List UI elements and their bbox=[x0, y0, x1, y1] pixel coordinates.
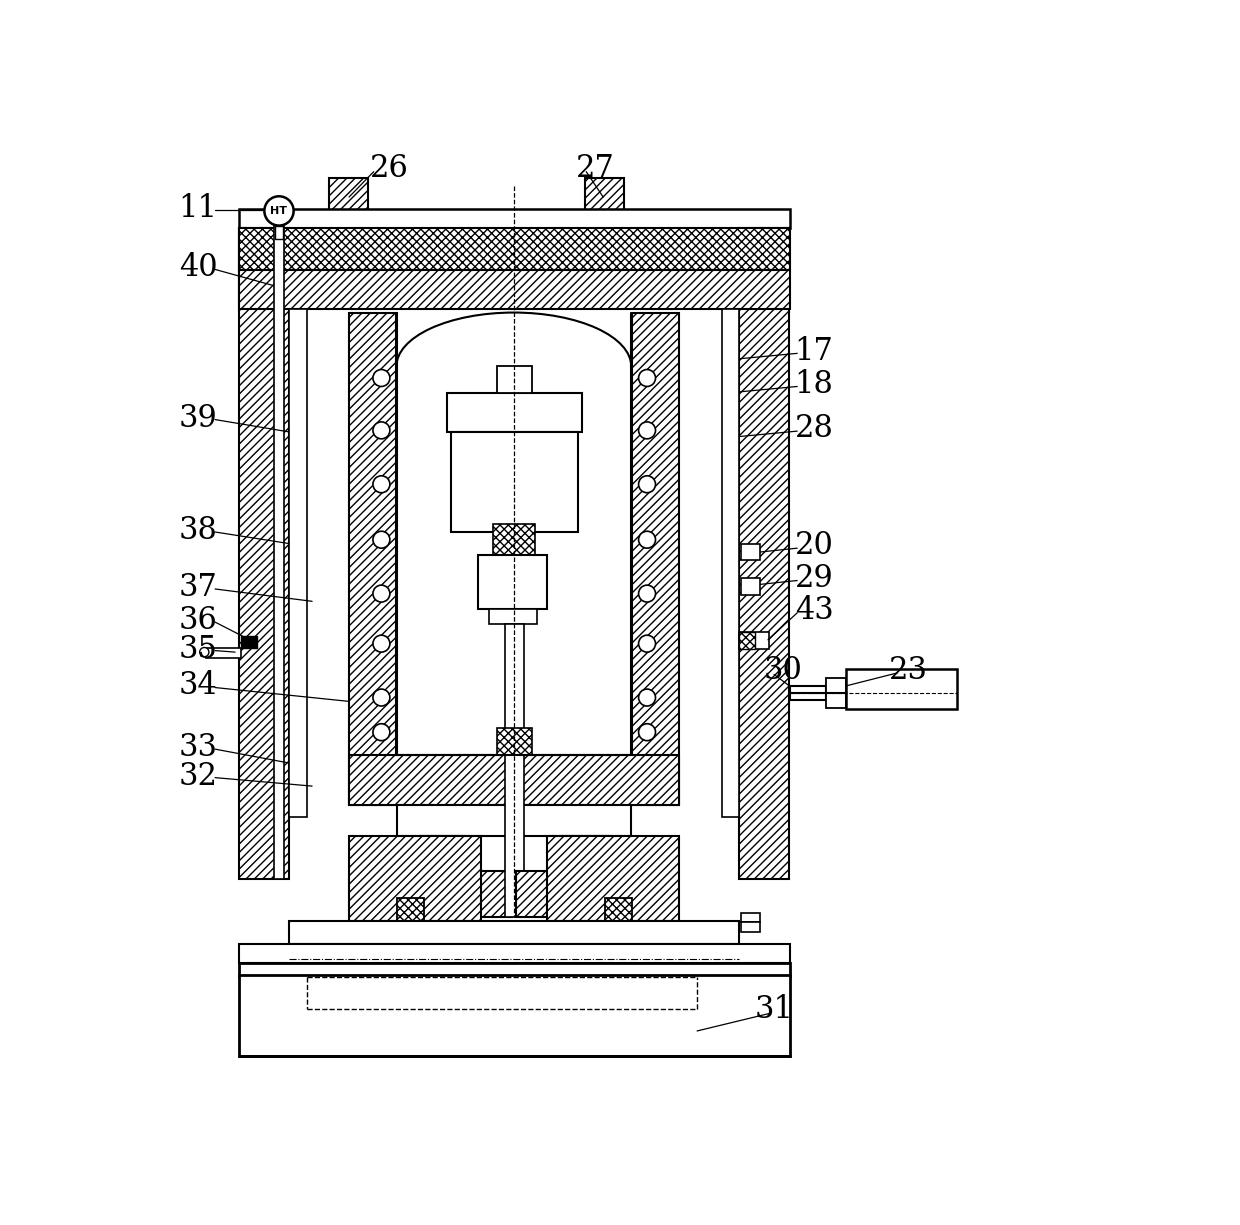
Bar bbox=[826, 679, 846, 708]
Bar bbox=[239, 271, 790, 309]
Circle shape bbox=[639, 475, 656, 492]
Text: 26: 26 bbox=[370, 153, 408, 184]
Text: 28: 28 bbox=[795, 413, 833, 445]
Bar bbox=[742, 578, 760, 595]
Circle shape bbox=[639, 370, 656, 386]
Circle shape bbox=[373, 532, 389, 548]
Bar bbox=[289, 309, 306, 817]
Bar bbox=[239, 208, 790, 228]
Circle shape bbox=[639, 421, 656, 439]
Bar bbox=[739, 632, 755, 649]
Text: 34: 34 bbox=[179, 670, 217, 702]
Bar bbox=[450, 432, 578, 532]
Circle shape bbox=[639, 724, 656, 741]
Bar bbox=[275, 225, 283, 239]
Text: 32: 32 bbox=[179, 761, 218, 791]
Bar bbox=[466, 871, 512, 918]
Circle shape bbox=[373, 475, 389, 492]
Text: 30: 30 bbox=[764, 655, 802, 686]
Text: 43: 43 bbox=[795, 595, 833, 626]
Bar bbox=[790, 686, 826, 699]
Text: 39: 39 bbox=[179, 403, 217, 434]
Bar bbox=[350, 756, 680, 805]
Bar bbox=[289, 921, 739, 944]
Circle shape bbox=[639, 586, 656, 601]
Bar bbox=[239, 944, 790, 963]
Circle shape bbox=[373, 724, 389, 741]
Bar bbox=[239, 975, 790, 1056]
Bar bbox=[239, 963, 790, 978]
Bar bbox=[497, 729, 532, 756]
Text: 18: 18 bbox=[795, 369, 833, 399]
Text: 20: 20 bbox=[795, 530, 833, 561]
Text: HT: HT bbox=[270, 206, 288, 216]
Bar bbox=[722, 309, 739, 817]
Bar bbox=[497, 366, 532, 393]
Bar bbox=[505, 625, 523, 736]
Text: 27: 27 bbox=[577, 153, 615, 184]
Text: 37: 37 bbox=[179, 572, 217, 603]
Bar bbox=[516, 871, 563, 918]
Bar bbox=[742, 922, 760, 932]
Bar bbox=[742, 544, 760, 561]
Circle shape bbox=[373, 690, 389, 706]
Bar bbox=[274, 224, 284, 878]
Bar bbox=[490, 609, 537, 625]
Circle shape bbox=[639, 636, 656, 652]
Circle shape bbox=[373, 370, 389, 386]
Circle shape bbox=[639, 532, 656, 548]
Bar bbox=[739, 228, 790, 878]
Circle shape bbox=[639, 690, 656, 706]
Bar bbox=[239, 228, 289, 878]
Bar bbox=[477, 555, 547, 609]
Text: 35: 35 bbox=[179, 633, 218, 664]
Circle shape bbox=[373, 421, 389, 439]
Text: 23: 23 bbox=[889, 655, 929, 686]
Bar bbox=[494, 524, 536, 555]
Text: 40: 40 bbox=[179, 252, 217, 283]
Text: 36: 36 bbox=[179, 605, 217, 636]
Bar bbox=[739, 632, 769, 649]
Bar bbox=[563, 837, 609, 918]
Bar bbox=[446, 393, 582, 432]
Circle shape bbox=[373, 636, 389, 652]
Bar bbox=[329, 178, 367, 211]
Bar bbox=[206, 648, 242, 658]
Text: 38: 38 bbox=[179, 514, 217, 546]
Bar bbox=[397, 898, 424, 925]
Text: 33: 33 bbox=[179, 733, 218, 763]
Bar bbox=[585, 178, 624, 211]
Circle shape bbox=[373, 586, 389, 601]
Bar bbox=[505, 756, 523, 918]
Bar bbox=[420, 837, 466, 918]
Bar bbox=[547, 837, 680, 921]
Bar bbox=[605, 898, 631, 925]
Text: 29: 29 bbox=[795, 562, 833, 594]
Bar bbox=[846, 669, 957, 709]
Bar bbox=[742, 913, 760, 922]
Bar bbox=[242, 636, 257, 648]
Bar bbox=[631, 312, 680, 805]
Text: 31: 31 bbox=[755, 993, 794, 1025]
Circle shape bbox=[200, 648, 208, 657]
Bar bbox=[239, 228, 790, 271]
Circle shape bbox=[264, 196, 294, 225]
Bar bbox=[350, 312, 397, 805]
Bar bbox=[397, 805, 631, 837]
Bar bbox=[350, 837, 481, 921]
Text: 11: 11 bbox=[179, 194, 218, 224]
Text: 17: 17 bbox=[795, 336, 833, 366]
